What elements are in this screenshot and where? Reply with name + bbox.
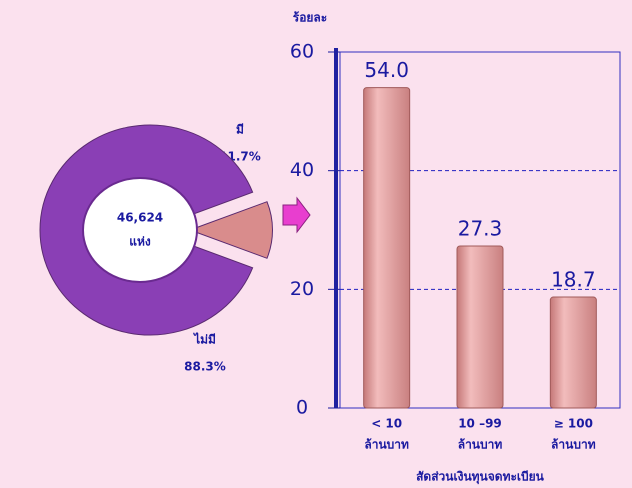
x-tick-label: ล้านบาท <box>458 438 503 452</box>
donut-hole <box>82 177 198 283</box>
arrow <box>282 196 311 234</box>
x-tick-label: ล้านบาท <box>551 438 596 452</box>
center-label: 46,624 <box>117 211 163 225</box>
x-axis-label: สัดส่วนเงินทุนจดทะเบียน <box>416 470 545 485</box>
value-label: 27.3 <box>458 217 503 241</box>
y-tick-label: 60 <box>290 41 314 63</box>
bar <box>549 296 597 409</box>
bar <box>363 87 411 409</box>
slice-label: ไม่มี <box>192 332 216 347</box>
x-tick-label: < 10 <box>371 417 402 431</box>
x-tick-label: 10 –99 <box>458 417 502 431</box>
y-tick-label: 20 <box>290 278 314 300</box>
value-label: 54.0 <box>364 58 409 82</box>
slice-value: 88.3% <box>184 360 226 374</box>
value-label: 18.7 <box>551 268 596 292</box>
y-tick-label: 0 <box>296 397 308 419</box>
bar <box>456 245 504 409</box>
slice-label: มี <box>236 123 244 137</box>
y-axis-label: ร้อยละ <box>293 11 327 25</box>
x-tick-label: ≥ 100 <box>554 417 593 431</box>
center-label: แห่ง <box>129 235 151 249</box>
x-tick-label: ล้านบาท <box>364 438 409 452</box>
y-tick-label: 40 <box>290 159 314 181</box>
pie-slice <box>188 201 273 259</box>
